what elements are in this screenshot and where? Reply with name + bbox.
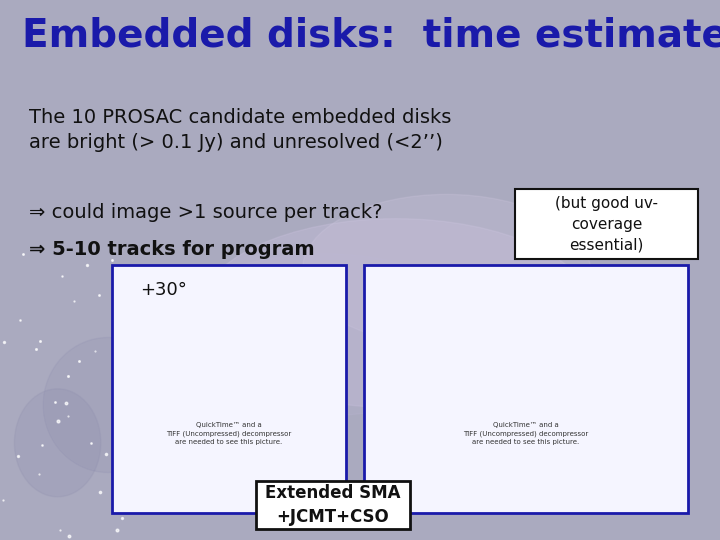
Bar (364, 265, 688, 513)
Ellipse shape (162, 254, 486, 416)
Ellipse shape (396, 292, 612, 410)
Text: QuickTime™ and a
TIFF (Uncompressed) decompressor
are needed to see this picture: QuickTime™ and a TIFF (Uncompressed) dec… (463, 422, 588, 446)
Text: +30°: +30° (140, 281, 187, 299)
Text: Embedded disks:  time estimate: Embedded disks: time estimate (22, 16, 720, 54)
Text: ⇒ could image >1 source per track?: ⇒ could image >1 source per track? (29, 202, 382, 221)
Text: The 10 PROSAC candidate embedded disks
are bright (> 0.1 Jy) and unresolved (<2’: The 10 PROSAC candidate embedded disks a… (29, 108, 451, 152)
Ellipse shape (302, 194, 590, 346)
Bar (515, 189, 698, 259)
Bar (112, 265, 346, 513)
Ellipse shape (43, 338, 173, 472)
Bar (256, 481, 410, 529)
Ellipse shape (198, 219, 594, 408)
Text: QuickTime™ and a
TIFF (Uncompressed) decompressor
are needed to see this picture: QuickTime™ and a TIFF (Uncompressed) dec… (166, 422, 291, 446)
Ellipse shape (14, 389, 101, 497)
Text: (but good uv-
coverage
essential): (but good uv- coverage essential) (555, 195, 658, 253)
Text: ⇒ 5-10 tracks for program: ⇒ 5-10 tracks for program (29, 240, 315, 259)
Text: Extended SMA
+JCMT+CSO: Extended SMA +JCMT+CSO (265, 484, 401, 526)
